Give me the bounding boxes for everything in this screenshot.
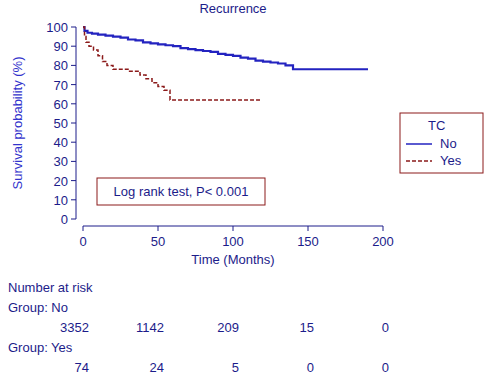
y-tick-label: 50 — [54, 116, 68, 131]
annotation-box — [97, 178, 265, 205]
risk-count: 15 — [300, 320, 314, 335]
y-tick — [71, 103, 76, 104]
y-tick — [71, 142, 76, 143]
y-tick-label: 60 — [54, 97, 68, 112]
x-tick-label: 150 — [297, 234, 319, 249]
x-tick — [233, 226, 234, 231]
legend-label: Yes — [440, 153, 462, 168]
risk-table-title: Number at risk — [8, 280, 93, 295]
x-tick — [83, 226, 84, 231]
risk-count: 5 — [232, 360, 239, 375]
annotation: Log rank test, P< 0.001 — [114, 184, 249, 199]
y-tick — [71, 27, 76, 28]
plot-area — [83, 27, 368, 100]
risk-count: 24 — [150, 360, 164, 375]
y-tick — [71, 84, 76, 85]
legend-title: TC — [428, 118, 445, 133]
risk-count: 209 — [217, 320, 239, 335]
risk-count: 0 — [382, 360, 389, 375]
y-tick — [71, 180, 76, 181]
x-axis-label: Time (Months) — [191, 252, 274, 267]
y-tick — [71, 161, 76, 162]
risk-count: 0 — [382, 320, 389, 335]
x-tick-label: 200 — [372, 234, 394, 249]
risk-count: 74 — [75, 360, 89, 375]
x-tick — [383, 226, 384, 231]
y-tick-label: 100 — [46, 20, 68, 35]
y-tick-label: 20 — [54, 174, 68, 189]
x-tick — [158, 226, 159, 231]
risk-count: 0 — [307, 360, 314, 375]
y-tick-label: 80 — [54, 58, 68, 73]
x-tick — [308, 226, 309, 231]
risk-group-label: Group: Yes — [8, 340, 73, 355]
x-tick-label: 50 — [151, 234, 165, 249]
risk-count: 3352 — [60, 320, 89, 335]
y-tick — [71, 123, 76, 124]
y-tick-label: 40 — [54, 135, 68, 150]
y-axis-label: Survival probability (%) — [10, 57, 25, 190]
survival-curve — [83, 27, 368, 69]
y-tick — [71, 199, 76, 200]
legend-label: No — [440, 136, 457, 151]
y-tick — [71, 46, 76, 47]
legend-box — [400, 113, 483, 173]
survival-curve — [83, 27, 260, 100]
title: Recurrence — [199, 1, 266, 16]
x-tick-label: 0 — [79, 234, 86, 249]
y-tick — [71, 219, 76, 220]
y-tick-label: 0 — [61, 212, 68, 227]
x-tick-label: 100 — [222, 234, 244, 249]
legend-swatch — [406, 143, 432, 145]
y-tick-label: 90 — [54, 39, 68, 54]
chart: Recurrence0102030405060708090100Survival… — [0, 0, 500, 379]
legend-swatch — [406, 160, 432, 162]
y-tick-label: 10 — [54, 193, 68, 208]
risk-group-label: Group: No — [8, 300, 68, 315]
risk-count: 1142 — [136, 320, 164, 335]
y-tick-label: 70 — [54, 78, 68, 93]
y-tick-label: 30 — [54, 154, 68, 169]
y-tick — [71, 65, 76, 66]
